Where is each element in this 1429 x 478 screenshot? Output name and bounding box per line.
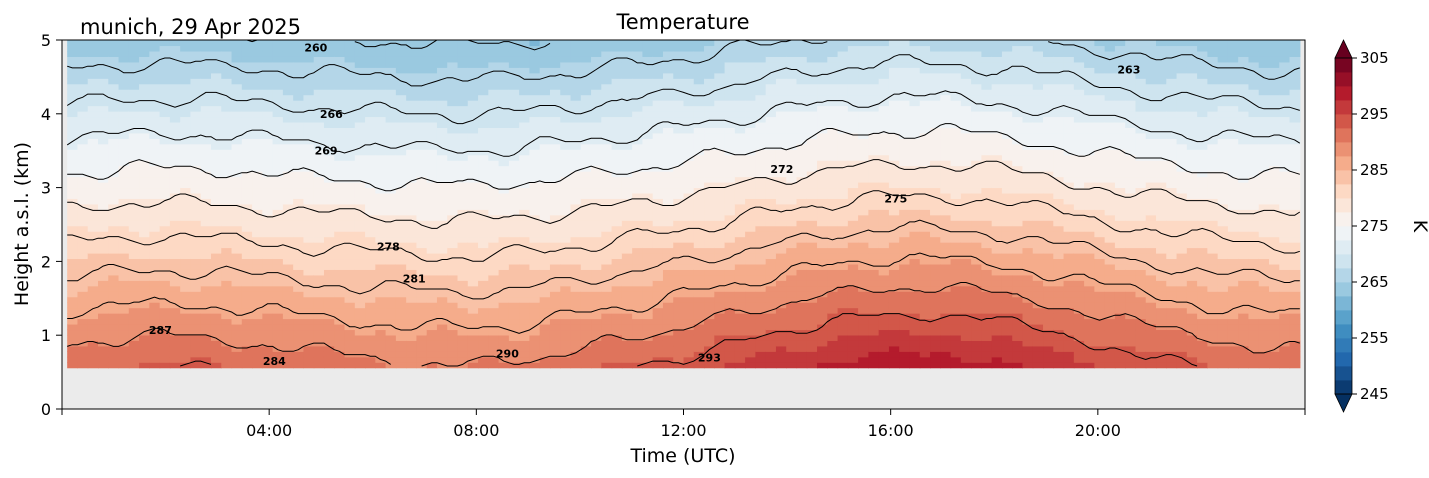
colorbar-segment xyxy=(1335,310,1352,325)
isotherm-contours xyxy=(66,40,1301,367)
colorbar-segment xyxy=(1335,198,1352,213)
temperature-field xyxy=(67,40,1301,369)
x-tick-label: 16:00 xyxy=(868,421,914,440)
x-tick-label: 20:00 xyxy=(1075,421,1121,440)
y-axis-ticks: 0 1 2 3 4 5 xyxy=(41,31,62,419)
colorbar-segment xyxy=(1335,380,1352,395)
colorbar-tick-label: 245 xyxy=(1360,385,1389,403)
colorbar-tick-label: 305 xyxy=(1360,49,1389,67)
y-tick-label: 4 xyxy=(41,105,51,124)
contour-label-269: 269 xyxy=(315,145,338,158)
colorbar-segment xyxy=(1335,184,1352,199)
colorbar-tick-label: 295 xyxy=(1360,105,1389,123)
x-tick-label: 12:00 xyxy=(660,421,706,440)
contour-label-260: 260 xyxy=(304,41,327,54)
contour-287 xyxy=(67,252,1300,334)
colorbar-segment xyxy=(1335,268,1352,283)
contour-label-293: 293 xyxy=(698,351,721,364)
contour-281 xyxy=(67,190,1300,262)
x-axis-ticks: 04:00 08:00 12:00 16:00 20:00 xyxy=(61,409,1306,440)
colorbar-segment xyxy=(1335,170,1352,185)
contour-269 xyxy=(66,54,1300,125)
x-tick-label: 08:00 xyxy=(453,421,499,440)
colorbar: 245 255 265 275 285 295 305 xyxy=(1334,39,1389,413)
colorbar-segment xyxy=(1335,282,1352,297)
colorbar-tick-label: 255 xyxy=(1360,329,1389,347)
location-date-label: munich, 29 Apr 2025 xyxy=(80,15,301,39)
contour-label-290: 290 xyxy=(496,348,519,361)
contour-266 xyxy=(67,40,1300,87)
colorbar-segment xyxy=(1335,86,1352,101)
contour-label-266: 266 xyxy=(320,108,343,121)
colorbar-segment xyxy=(1335,226,1352,241)
colorbar-segment xyxy=(1335,212,1352,227)
y-tick-label: 3 xyxy=(41,179,51,198)
contour-284 xyxy=(67,219,1300,300)
contour-293 xyxy=(180,313,1198,367)
contour-label-272: 272 xyxy=(770,163,793,176)
contour-290 xyxy=(67,282,1300,367)
contour-263 xyxy=(246,40,1228,51)
colorbar-tick-label: 265 xyxy=(1360,273,1389,291)
contour-label-278: 278 xyxy=(377,241,400,254)
colorbar-segment xyxy=(1335,142,1352,157)
colorbar-extend-min xyxy=(1334,393,1353,413)
chart-title: Temperature xyxy=(615,10,749,34)
colorbar-segment xyxy=(1335,296,1352,311)
contour-275 xyxy=(67,123,1300,192)
x-axis-label: Time (UTC) xyxy=(629,445,735,467)
colorbar-segment xyxy=(1335,352,1352,367)
x-tick-label: 04:00 xyxy=(246,421,292,440)
contour-label-284: 284 xyxy=(263,355,286,368)
colorbar-segment xyxy=(1335,58,1352,73)
y-axis-label: Height a.s.l. (km) xyxy=(11,142,33,306)
colorbar-segment xyxy=(1335,240,1352,255)
contour-label-275: 275 xyxy=(884,193,907,206)
y-tick-label: 0 xyxy=(41,400,51,419)
contour-label-263: 263 xyxy=(1117,64,1140,77)
contour-278 xyxy=(67,159,1301,229)
y-tick-label: 2 xyxy=(41,252,51,271)
y-tick-label: 5 xyxy=(41,31,51,50)
colorbar-segment xyxy=(1335,100,1352,115)
contour-label-281: 281 xyxy=(403,272,426,285)
colorbar-tick-label: 285 xyxy=(1360,161,1389,179)
colorbar-segment xyxy=(1335,114,1352,129)
colorbar-tick-label: 275 xyxy=(1360,217,1389,235)
colorbar-segment xyxy=(1335,254,1352,269)
contour-272 xyxy=(66,90,1301,157)
colorbar-segment xyxy=(1335,72,1352,87)
y-tick-label: 1 xyxy=(41,326,51,345)
colorbar-segment xyxy=(1335,338,1352,353)
colorbar-segment xyxy=(1335,324,1352,339)
colorbar-segment xyxy=(1335,128,1352,143)
colorbar-extend-max xyxy=(1334,39,1353,59)
contour-label-287: 287 xyxy=(149,324,172,337)
colorbar-label: K xyxy=(1409,220,1429,233)
colorbar-segment xyxy=(1335,156,1352,171)
colorbar-segment xyxy=(1335,366,1352,381)
contour-labels: 260 263 266 269 272 275 278 281 287 284 290 293 xyxy=(149,41,1140,368)
